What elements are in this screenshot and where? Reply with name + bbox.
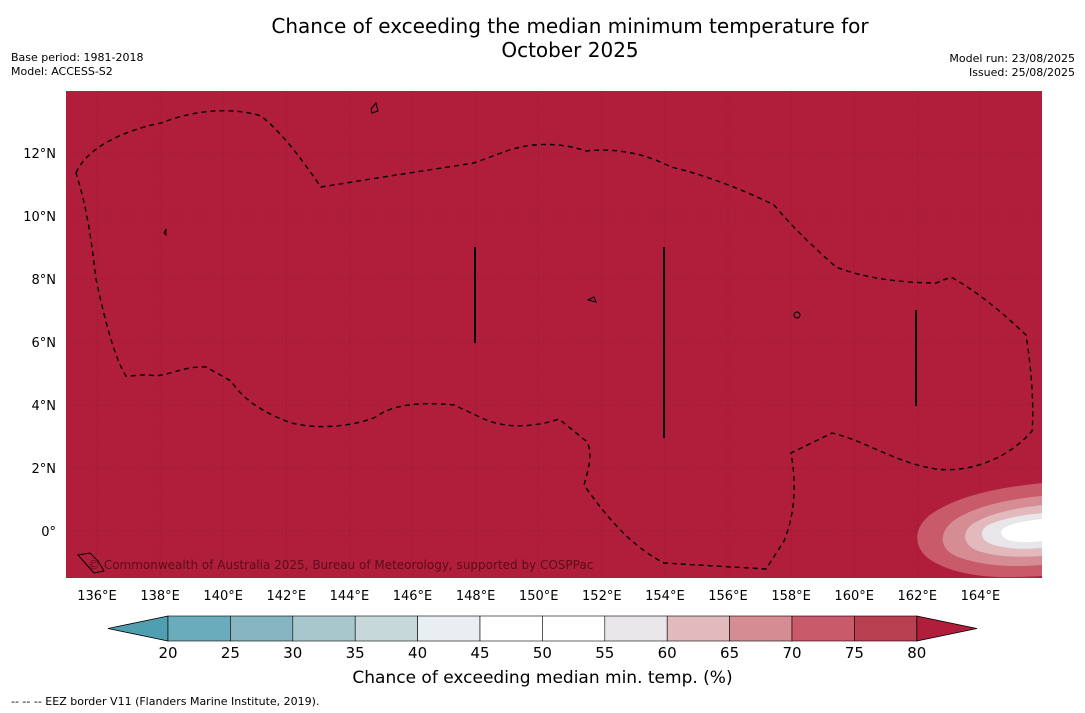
copyright-text: © Commonwealth of Australia 2025, Bureau…: [88, 558, 593, 572]
model-label: Model: ACCESS-S2: [11, 65, 113, 78]
footnote: -- -- -- EEZ border V11 (Flanders Marine…: [11, 695, 320, 708]
map-panel[interactable]: © Commonwealth of Australia 2025, Bureau…: [66, 91, 1042, 578]
colorbar-segment: [604, 615, 668, 642]
anomaly-contours: [917, 483, 1042, 578]
colorbar-segment: [167, 615, 231, 642]
title-line-2: October 2025: [501, 38, 639, 62]
base-period-label: Base period: 1981-2018: [11, 51, 144, 64]
title-line-1: Chance of exceeding the median minimum t…: [271, 14, 869, 38]
map-svg: © Commonwealth of Australia 2025, Bureau…: [66, 91, 1042, 578]
island-small-2: [586, 296, 597, 303]
colorbar-tick-label: 60: [658, 644, 677, 662]
model-run-label: Model run: 23/08/2025: [949, 52, 1075, 65]
colorbar-segment: [230, 615, 294, 642]
colorbar-tick-label: 65: [720, 644, 739, 662]
colorbar-segment: [479, 615, 543, 642]
colorbar-segment: [542, 615, 606, 642]
lon-tick-label: 136°E: [77, 589, 117, 604]
colorbar-tick-label: 80: [907, 644, 926, 662]
lat-tick-label: 8°N: [32, 273, 57, 288]
island-outlines: [77, 101, 917, 574]
colorbar-tick-label: 50: [533, 644, 552, 662]
lon-tick-label: 148°E: [456, 589, 496, 604]
lon-tick-label: 140°E: [203, 589, 243, 604]
island-north: [370, 101, 379, 114]
lon-tick-label: 164°E: [961, 589, 1001, 604]
lon-tick-label: 162°E: [898, 589, 938, 604]
lon-tick-label: 144°E: [330, 589, 370, 604]
colorbar-tick-label: 70: [782, 644, 801, 662]
colorbar-segment: [791, 615, 855, 642]
colorbar-low-extend: [107, 615, 169, 642]
lat-tick-label: 2°N: [32, 462, 57, 477]
colorbar-segment: [854, 615, 918, 642]
colorbar-high-extend: [916, 615, 978, 642]
lon-tick-label: 146°E: [393, 589, 433, 604]
colorbar-label: Chance of exceeding median min. temp. (%…: [352, 668, 733, 688]
lon-tick-label: 154°E: [645, 589, 685, 604]
lon-tick-label: 156°E: [708, 589, 748, 604]
colorbar-tick-label: 20: [158, 644, 177, 662]
lat-tick-label: 0°: [41, 525, 56, 540]
island-small: [163, 228, 167, 237]
lat-tick-label: 4°N: [32, 399, 57, 414]
lon-tick-label: 152°E: [582, 589, 622, 604]
lat-tick-label: 10°N: [23, 210, 56, 225]
chart-title: Chance of exceeding the median minimum t…: [180, 14, 960, 62]
map-background: [66, 91, 1042, 578]
island-west: [77, 552, 105, 574]
colorbar-segment: [666, 615, 730, 642]
colorbar-segment: [729, 615, 793, 642]
colorbar-segment: [354, 615, 418, 642]
colorbar-tick-label: 55: [595, 644, 614, 662]
lon-tick-label: 150°E: [519, 589, 559, 604]
lat-tick-label: 12°N: [23, 147, 56, 162]
lon-tick-label: 138°E: [140, 589, 180, 604]
colorbar-tick-label: 30: [283, 644, 302, 662]
colorbar-tick-label: 25: [221, 644, 240, 662]
meta-right: Model run: 23/08/2025 Issued: 25/08/2025: [949, 52, 1075, 80]
lat-tick-label: 6°N: [32, 336, 57, 351]
colorbar-tick-label: 75: [845, 644, 864, 662]
colorbar-segment: [292, 615, 356, 642]
issued-label: Issued: 25/08/2025: [968, 66, 1075, 79]
colorbar-group: 20 25 30 35 40 45 50 55 60 65 70 75 80: [107, 615, 978, 662]
colorbar-tick-label: 45: [470, 644, 489, 662]
island-pohnpei: [793, 311, 801, 319]
lon-tick-label: 142°E: [267, 589, 307, 604]
lon-tick-label: 158°E: [771, 589, 811, 604]
contour-45-55: [1001, 519, 1042, 543]
lon-tick-labels: 136°E 138°E 140°E 142°E 144°E 146°E 148°E 150°E…: [77, 589, 1000, 604]
colorbar-tick-label: 40: [408, 644, 427, 662]
colorbar-segment: [417, 615, 481, 642]
colorbar-tick-label: 35: [346, 644, 365, 662]
lat-tick-labels: 12°N 10°N 8°N 6°N 4°N 2°N 0°: [23, 147, 56, 540]
lon-tick-label: 160°E: [834, 589, 874, 604]
meta-left: Base period: 1981-2018 Model: ACCESS-S2: [11, 51, 143, 79]
